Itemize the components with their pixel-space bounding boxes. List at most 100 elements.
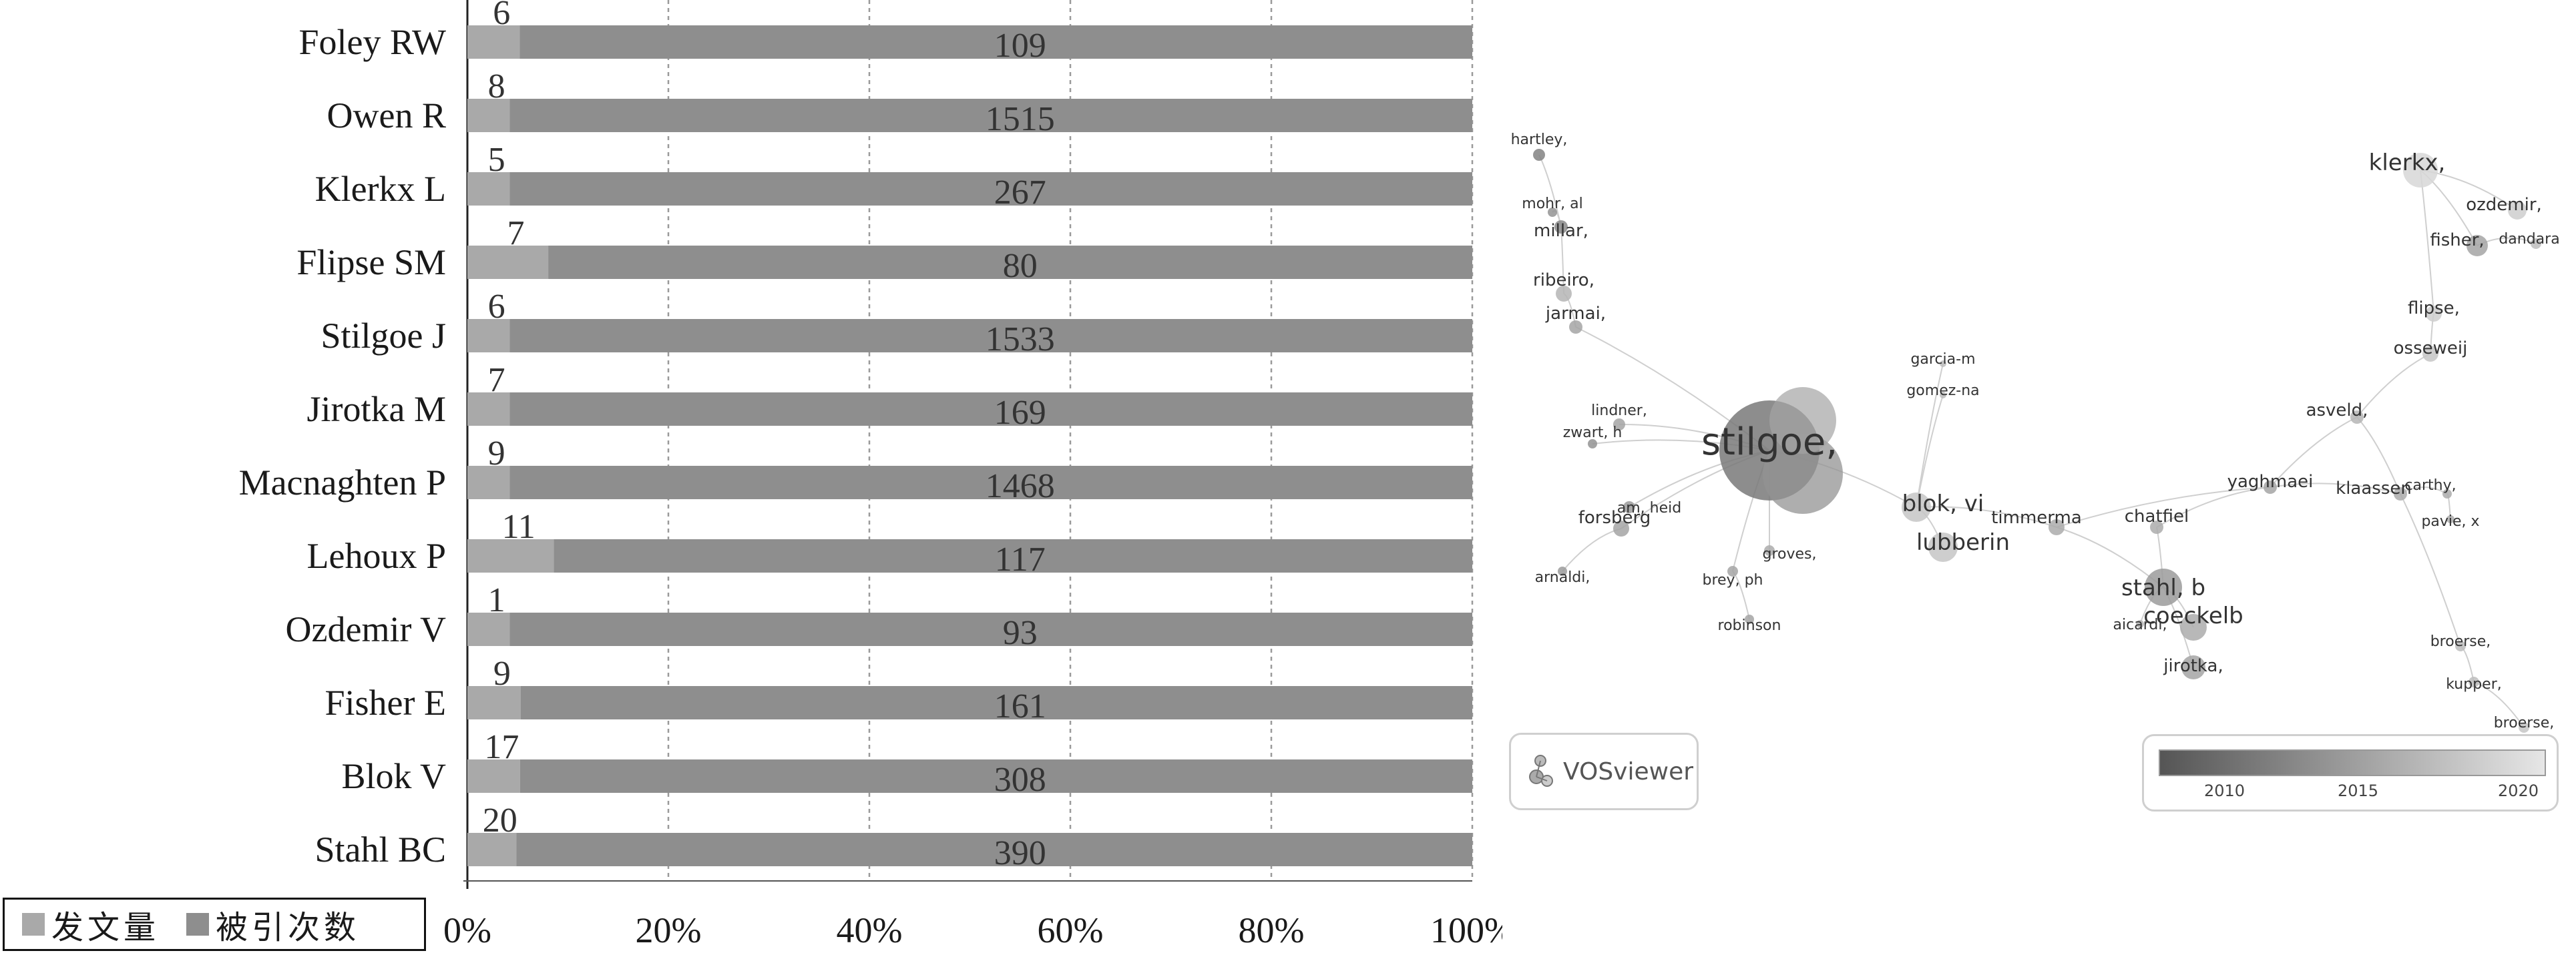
network-edge (2270, 483, 2401, 495)
bar-citations (519, 759, 1472, 793)
network-node (2180, 614, 2207, 641)
bar-papers (467, 759, 520, 793)
author-label: Macnaghten P (239, 462, 446, 503)
network-node-label: aicardi, (2113, 617, 2167, 633)
network-node-label: chatfiel (2125, 507, 2189, 527)
network-node-label: jarmai, (1545, 304, 1606, 324)
network-node-label: stilgoe, (1701, 420, 1838, 464)
bar-citations (509, 172, 1473, 206)
network-node (2136, 620, 2144, 628)
bar-papers (467, 25, 520, 59)
bar-papers (467, 833, 517, 866)
papers-data-label: 7 (507, 214, 525, 252)
colorbar-tick: 2020 (2498, 781, 2539, 800)
network-node (2519, 722, 2529, 733)
author-label: Jirotka M (307, 389, 447, 429)
papers-data-label: 8 (488, 67, 505, 105)
network-node-label: osseweij (2394, 338, 2468, 358)
network-node-label: timmerma (1991, 508, 2082, 528)
papers-data-label: 6 (488, 288, 505, 326)
x-tick-label: 60% (1038, 910, 1104, 950)
network-node-label: lubberin (1916, 529, 2010, 556)
bar-citations (554, 539, 1472, 573)
network-node (1928, 533, 1958, 562)
network-node-label: klerkx, (2369, 149, 2446, 176)
author-label: Klerkx L (315, 169, 446, 209)
network-node (2150, 521, 2163, 534)
year-colorbar: 2010 2015 2020 (2142, 734, 2559, 812)
network-node (2455, 641, 2466, 651)
network-node-label: hartley, (1511, 131, 1568, 148)
network-node (1548, 208, 1557, 217)
network-node-label: stahl, b (2121, 575, 2205, 601)
network-edge (1916, 506, 2057, 528)
colorbar-tick: 2015 (2338, 781, 2379, 800)
network-node (2394, 487, 2407, 501)
citations-data-label: 267 (994, 174, 1046, 212)
x-tick-label: 20% (636, 910, 702, 950)
author-label: Lehoux P (307, 536, 447, 576)
bar-papers (467, 613, 510, 646)
network-node (1533, 149, 1545, 161)
papers-data-label: 17 (484, 728, 519, 766)
author-label: Owen R (327, 95, 446, 135)
network-node (1940, 360, 1946, 367)
network-node-label: gomez-na (1906, 382, 1979, 399)
network-node-label: jirotka, (2163, 656, 2223, 676)
bar-citations (509, 392, 1473, 426)
bar-papers (467, 686, 521, 719)
network-node (2531, 238, 2541, 249)
network-node (2049, 519, 2065, 535)
network-edge (2056, 487, 2271, 528)
author-label: Ozdemir V (286, 609, 446, 649)
papers-data-label: 11 (502, 508, 535, 546)
network-node-label: carthy, (2404, 477, 2456, 494)
papers-data-label: 7 (488, 361, 505, 399)
citations-data-label: 308 (994, 761, 1046, 799)
bar-citations (509, 466, 1473, 499)
network-edge (2356, 416, 2401, 495)
papers-data-label: 9 (488, 434, 505, 472)
network-node (2145, 569, 2182, 606)
network-node-label: millar, (1534, 221, 1588, 241)
bar-citations (509, 613, 1473, 646)
network-node-label: klaassen (2336, 479, 2412, 499)
citations-data-label: 1515 (986, 100, 1055, 138)
network-node-label: groves, (1763, 546, 1817, 563)
citations-data-label: 1468 (986, 467, 1055, 505)
colorbar-gradient (2159, 749, 2546, 776)
citations-data-label: 93 (1003, 614, 1038, 652)
author-label: Foley RW (298, 22, 446, 62)
vosviewer-logo-text: VOSviewer (1563, 757, 1694, 785)
network-node (2403, 153, 2438, 188)
bar-citations (548, 246, 1472, 279)
papers-data-label: 1 (488, 581, 505, 619)
network-node-label: coeckelb (2143, 603, 2243, 629)
network-node-label: asveld, (2306, 400, 2368, 420)
author-label: Stilgoe J (320, 316, 446, 356)
network-node (2422, 346, 2438, 362)
network-node-label: zwart, h (1563, 424, 1623, 441)
citations-data-label: 80 (1003, 247, 1038, 285)
papers-data-label: 20 (483, 802, 517, 840)
network-node (1556, 286, 1572, 302)
legend-swatch-papers (22, 913, 45, 936)
papers-data-label: 9 (493, 655, 511, 693)
bar-citations (509, 99, 1473, 132)
citations-data-label: 117 (995, 541, 1046, 579)
network-node-label: fisher, (2430, 230, 2484, 250)
citations-data-label: 390 (994, 834, 1046, 872)
network-edge (1916, 363, 1944, 508)
network-node-label: brey, ph (1703, 572, 1763, 589)
network-edge (2473, 681, 2525, 728)
network-edge (2356, 353, 2431, 418)
network-node (1745, 615, 1754, 624)
network-node-label: blok, vi (1902, 491, 1984, 517)
citations-data-label: 1533 (986, 320, 1055, 358)
author-label: Blok V (341, 756, 446, 796)
network-node (1554, 220, 1568, 234)
bar-citations (519, 25, 1472, 59)
network-node (1727, 566, 1738, 577)
x-tick-label: 40% (837, 910, 903, 950)
